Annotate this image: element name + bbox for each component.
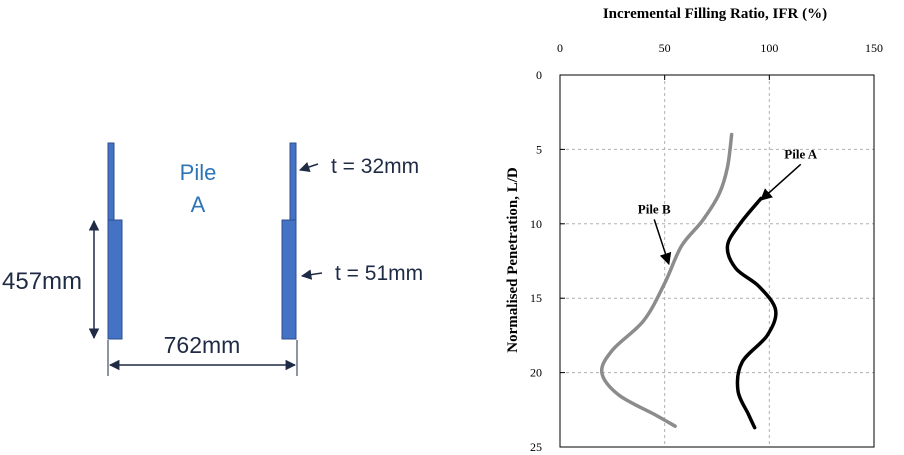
pile-label-line2: A xyxy=(191,192,206,217)
annotation-label-pile-a: Pile A xyxy=(784,146,817,161)
y-tick-label: 10 xyxy=(530,217,542,231)
y-tick-label: 15 xyxy=(530,291,542,305)
thickness-top-arrow xyxy=(299,162,319,172)
pile-wall-left-lower xyxy=(107,219,123,340)
pile-label-line1: Pile xyxy=(180,160,217,185)
thickness-bottom-label: t = 51mm xyxy=(335,262,423,285)
pile-wall-left-upper xyxy=(107,142,115,221)
pile-diagram: Pile A t = 32mm t = 51mm 457mm 762mm xyxy=(2,142,423,376)
annotation-arrow-pile-b xyxy=(653,219,672,266)
pile-wall-right-upper xyxy=(289,142,297,221)
annotation-arrow-pile-a xyxy=(760,163,802,201)
series-line-pile-b xyxy=(599,132,734,428)
annotation-label-pile-b: Pile B xyxy=(638,201,671,216)
x-tick-label: 150 xyxy=(865,41,883,55)
y-tick-label: 20 xyxy=(530,366,542,380)
height-dimension-label: 457mm xyxy=(2,268,82,295)
pile-wall-right-lower xyxy=(281,219,297,340)
chart-ticks: 0 50 100 150 0 5 10 15 20 25 xyxy=(530,41,883,454)
width-dimension-label: 762mm xyxy=(164,332,241,358)
y-axis-title: Normalised Penetration, L/D xyxy=(505,167,521,353)
y-tick-label: 25 xyxy=(530,440,542,454)
chart-grid xyxy=(560,75,874,447)
x-tick-label: 0 xyxy=(557,41,563,55)
y-tick-label: 0 xyxy=(536,68,542,82)
chart-annotations: Pile A Pile B xyxy=(638,146,818,266)
chart-series xyxy=(599,132,778,430)
x-tick-label: 100 xyxy=(760,41,778,55)
plot-frame xyxy=(559,74,875,448)
y-tick-label: 5 xyxy=(536,142,542,156)
series-line-pile-a xyxy=(725,196,778,430)
x-tick-label: 50 xyxy=(659,41,671,55)
ifr-chart: Incremental Filling Ratio, IFR (%) Pile … xyxy=(505,6,883,454)
chart-title: Incremental Filling Ratio, IFR (%) xyxy=(603,6,827,22)
thickness-top-label: t = 32mm xyxy=(331,155,419,178)
thickness-bottom-arrow xyxy=(300,269,323,280)
